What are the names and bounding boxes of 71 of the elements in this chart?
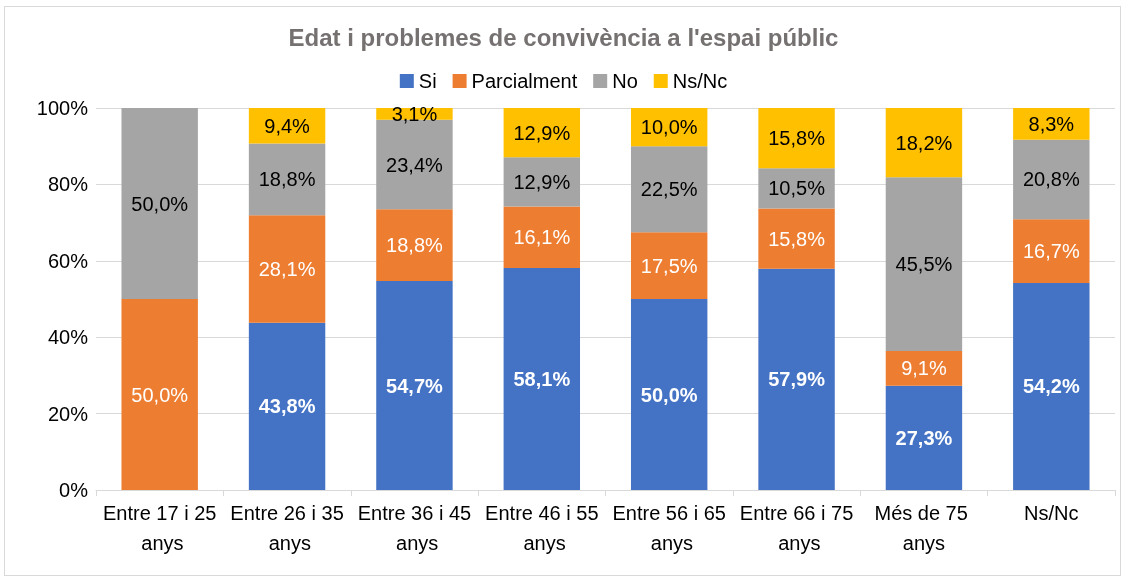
y-tick-label: 60% xyxy=(47,249,89,272)
y-tick-label: 20% xyxy=(47,402,89,425)
legend-label: Ns/Nc xyxy=(672,70,728,92)
data-label: 28,1% xyxy=(258,258,316,281)
chart-title: Edat i problemes de convivència a l'espai públic xyxy=(288,23,839,51)
x-tick-label: Entre 56 i 65 anys xyxy=(612,502,726,554)
bar xyxy=(758,208,835,269)
bar xyxy=(885,385,963,490)
data-label: 18,8% xyxy=(386,234,443,257)
data-label: 12,9% xyxy=(513,121,571,144)
data-label: 54,7% xyxy=(386,374,443,397)
data-label: 16,1% xyxy=(513,226,571,249)
bar xyxy=(1013,139,1090,220)
bar xyxy=(121,299,198,490)
bar xyxy=(630,232,708,299)
bar xyxy=(1013,219,1090,283)
data-label: 20,8% xyxy=(1022,168,1080,191)
x-tick-label: Més de 75 anys xyxy=(874,502,974,554)
data-label: 15,8% xyxy=(768,227,826,250)
x-tick-label: Entre 17 i 25 anys xyxy=(102,502,217,554)
bar xyxy=(758,108,835,169)
x-tick-label: Entre 66 i 75 anys xyxy=(739,502,854,554)
data-label: 17,5% xyxy=(640,254,698,277)
x-tick-label: Entre 26 i 35 anys xyxy=(230,502,344,554)
bar xyxy=(1013,282,1090,490)
legend-label: No xyxy=(612,70,638,92)
x-tick-label: Entre 36 i 45 anys xyxy=(357,502,472,554)
data-label: 50,0% xyxy=(640,383,698,406)
data-label: 58,1% xyxy=(513,368,571,391)
y-tick-label: 40% xyxy=(47,326,89,349)
legend-label: Parcialment xyxy=(471,70,578,92)
y-tick-label: 80% xyxy=(47,173,89,196)
data-label: 18,2% xyxy=(895,131,953,154)
data-label: 54,2% xyxy=(1022,375,1080,398)
bar xyxy=(121,108,198,299)
data-label: 50,0% xyxy=(131,192,189,215)
data-label: 45,5% xyxy=(895,253,953,276)
data-label: 3,1% xyxy=(391,102,438,125)
data-label: 12,9% xyxy=(513,170,571,193)
data-label: 57,9% xyxy=(768,368,826,391)
y-tick-label: 100% xyxy=(36,97,89,119)
bar xyxy=(503,206,581,269)
data-label: 22,5% xyxy=(640,178,698,201)
data-label: 9,4% xyxy=(264,114,311,137)
bar xyxy=(376,209,453,282)
x-tick-label: Entre 46 i 55 anys xyxy=(485,502,599,554)
bar xyxy=(503,268,581,490)
x-tick-label: Ns/Nc xyxy=(1024,502,1079,524)
legend-label: Si xyxy=(418,70,437,92)
bar xyxy=(376,281,453,490)
data-label: 9,1% xyxy=(901,357,947,380)
data-label: 16,7% xyxy=(1022,240,1080,263)
y-tick-label: 0% xyxy=(59,479,89,501)
bar xyxy=(885,177,963,351)
data-label: 18,8% xyxy=(258,168,316,191)
data-label: 50,0% xyxy=(131,383,189,406)
data-label: 8,3% xyxy=(1028,112,1075,135)
data-label: 10,5% xyxy=(768,177,826,200)
data-label: 43,8% xyxy=(258,395,316,418)
data-label: 27,3% xyxy=(895,426,953,449)
bar xyxy=(758,268,835,490)
data-label: 10,0% xyxy=(640,116,698,139)
bar xyxy=(885,108,963,178)
bar xyxy=(630,146,708,233)
bar xyxy=(248,143,326,216)
bar xyxy=(248,322,326,490)
data-label: 15,8% xyxy=(768,127,826,150)
bar xyxy=(248,215,326,323)
data-label: 23,4% xyxy=(386,153,443,176)
bar xyxy=(630,299,708,490)
bar xyxy=(503,157,581,207)
